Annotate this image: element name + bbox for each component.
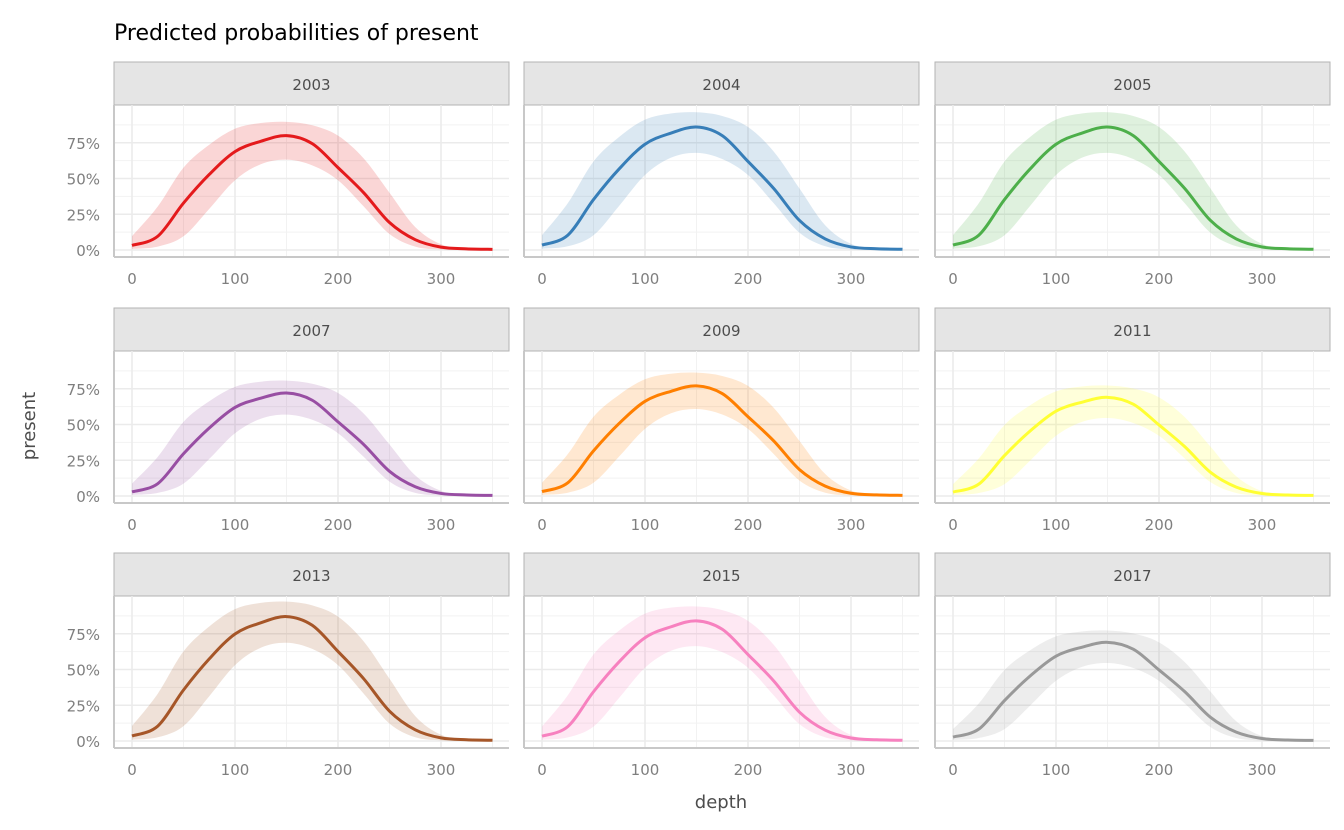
x-tick-label: 0 bbox=[127, 761, 137, 779]
facet-strip bbox=[113, 61, 510, 106]
confidence-ribbon-2015 bbox=[542, 606, 903, 741]
facet-panel-2011: 2011 0 100 200 300 bbox=[934, 307, 1331, 534]
facet-panel-2003: 2003 0 100 200 300 0% 25% 50% 75% bbox=[67, 61, 510, 288]
x-tick-label: 100 bbox=[1042, 516, 1071, 534]
x-tick-label: 0 bbox=[127, 516, 137, 534]
x-tick-label: 200 bbox=[1145, 761, 1174, 779]
fit-line-2004 bbox=[541, 125, 903, 251]
facet-panel-2013: 2013 0 100 200 300 0% 25% 50% 75% bbox=[67, 552, 510, 779]
x-tick-label: 200 bbox=[734, 516, 763, 534]
y-tick-label: 0% bbox=[76, 733, 100, 751]
x-tick-label: 0 bbox=[948, 516, 958, 534]
confidence-ribbon-2003 bbox=[132, 121, 493, 250]
x-tick-label: 300 bbox=[837, 270, 866, 288]
x-tick-label: 100 bbox=[631, 516, 660, 534]
x-tick-label: 200 bbox=[734, 270, 763, 288]
facet-panel-2007: 2007 0 100 200 300 0% 25% 50% 75% bbox=[67, 307, 510, 534]
facet-strip-label: 2011 bbox=[1113, 322, 1151, 340]
facet-strip bbox=[934, 552, 1331, 597]
facet-strip bbox=[113, 552, 510, 597]
fit-line-2007 bbox=[131, 391, 493, 497]
x-tick-label: 300 bbox=[427, 761, 456, 779]
x-tick-label: 0 bbox=[537, 270, 547, 288]
facet-panel-2009: 2009 0 100 200 300 bbox=[523, 307, 920, 534]
x-tick-label: 200 bbox=[324, 270, 353, 288]
y-tick-label: 0% bbox=[76, 488, 100, 506]
x-tick-label: 100 bbox=[631, 761, 660, 779]
x-tick-label: 100 bbox=[221, 270, 250, 288]
fit-line-2003 bbox=[131, 134, 493, 251]
fit-line-2017 bbox=[952, 640, 1314, 742]
y-tick-label: 50% bbox=[67, 662, 100, 680]
x-tick-label: 100 bbox=[631, 270, 660, 288]
fit-line-2011 bbox=[952, 395, 1314, 497]
confidence-ribbon-2005 bbox=[953, 112, 1314, 250]
facet-panel-2004: 2004 0 100 200 300 bbox=[523, 61, 920, 288]
confidence-ribbon-2007 bbox=[132, 380, 493, 496]
facet-strip-label: 2015 bbox=[702, 567, 740, 585]
fit-line-2009 bbox=[541, 384, 903, 497]
facet-strip bbox=[523, 61, 920, 106]
y-tick-label: 0% bbox=[76, 242, 100, 260]
y-tick-label: 75% bbox=[67, 135, 100, 153]
x-tick-label: 300 bbox=[837, 516, 866, 534]
x-tick-label: 100 bbox=[221, 761, 250, 779]
x-tick-label: 300 bbox=[427, 270, 456, 288]
facet-strip-label: 2005 bbox=[1113, 76, 1151, 94]
facet-strip-label: 2007 bbox=[292, 322, 330, 340]
facet-strip bbox=[934, 307, 1331, 352]
facet-strip bbox=[523, 552, 920, 597]
facet-strip bbox=[523, 307, 920, 352]
x-tick-label: 200 bbox=[734, 761, 763, 779]
x-tick-label: 300 bbox=[1248, 761, 1277, 779]
x-tick-label: 200 bbox=[1145, 516, 1174, 534]
fit-line-2005 bbox=[952, 125, 1314, 251]
x-tick-label: 100 bbox=[221, 516, 250, 534]
y-tick-label: 75% bbox=[67, 626, 100, 644]
x-tick-label: 0 bbox=[537, 761, 547, 779]
x-tick-label: 0 bbox=[948, 761, 958, 779]
y-tick-label: 50% bbox=[67, 171, 100, 189]
facet-strip-label: 2009 bbox=[702, 322, 740, 340]
confidence-ribbon-2011 bbox=[953, 385, 1314, 496]
x-tick-label: 300 bbox=[837, 761, 866, 779]
confidence-ribbon-2009 bbox=[542, 372, 903, 496]
y-tick-label: 25% bbox=[67, 452, 100, 470]
x-tick-label: 200 bbox=[324, 516, 353, 534]
facet-strip bbox=[113, 307, 510, 352]
facet-strip-label: 2013 bbox=[292, 567, 330, 585]
x-tick-label: 300 bbox=[1248, 516, 1277, 534]
y-tick-label: 25% bbox=[67, 206, 100, 224]
facet-strip-label: 2017 bbox=[1113, 567, 1151, 585]
fit-line-2015 bbox=[541, 619, 903, 742]
x-tick-label: 0 bbox=[948, 270, 958, 288]
x-tick-label: 0 bbox=[127, 270, 137, 288]
fit-line-2013 bbox=[131, 615, 493, 742]
x-axis-title: depth bbox=[695, 792, 747, 813]
x-tick-label: 100 bbox=[1042, 270, 1071, 288]
x-tick-label: 300 bbox=[1248, 270, 1277, 288]
facet-panel-2017: 2017 0 100 200 300 bbox=[934, 552, 1331, 779]
x-tick-label: 0 bbox=[537, 516, 547, 534]
confidence-ribbon-2004 bbox=[542, 112, 903, 250]
x-tick-label: 200 bbox=[1145, 270, 1174, 288]
y-tick-label: 25% bbox=[67, 697, 100, 715]
facet-panel-2015: 2015 0 100 200 300 bbox=[523, 552, 920, 779]
facet-strip-label: 2004 bbox=[702, 76, 740, 94]
facet-strip bbox=[934, 61, 1331, 106]
y-tick-label: 75% bbox=[67, 381, 100, 399]
facet-panel-2005: 2005 0 100 200 300 bbox=[934, 61, 1331, 288]
y-tick-label: 50% bbox=[67, 417, 100, 435]
confidence-ribbon-2013 bbox=[132, 601, 493, 741]
x-tick-label: 200 bbox=[324, 761, 353, 779]
x-tick-label: 100 bbox=[1042, 761, 1071, 779]
confidence-ribbon-2017 bbox=[953, 630, 1314, 741]
facet-strip-label: 2003 bbox=[292, 76, 330, 94]
chart-title: Predicted probabilities of present bbox=[114, 21, 479, 46]
y-axis-title: present bbox=[19, 392, 40, 460]
x-tick-label: 300 bbox=[427, 516, 456, 534]
